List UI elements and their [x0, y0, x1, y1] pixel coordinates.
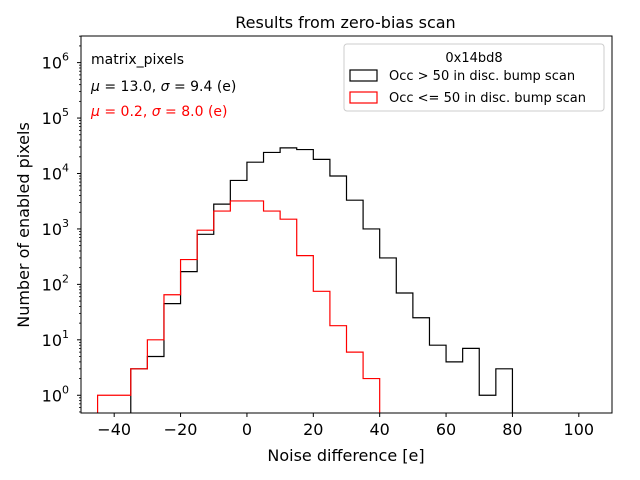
y-tick-exp: 3	[62, 217, 69, 230]
series-red	[96, 200, 381, 413]
series-black	[130, 147, 514, 413]
y-axis-label: Number of enabled pixels	[14, 122, 33, 328]
mu-value: = 13.0,	[100, 79, 161, 95]
sigma-symbol: σ	[152, 104, 162, 120]
y-tick-label: 100	[42, 383, 69, 405]
y-tick-base: 10	[42, 331, 62, 350]
y-tick-exp: 2	[62, 272, 69, 285]
y-tick-exp: 6	[62, 51, 69, 64]
stat-annotations: matrix_pixels μ = 13.0, σ = 9.4 (e) μ = …	[90, 52, 236, 120]
mu-symbol: μ	[90, 79, 100, 95]
y-tick-base: 10	[42, 275, 62, 294]
annotation-stats-red: μ = 0.2, σ = 8.0 (e)	[90, 104, 227, 120]
legend-label-red: Occ <= 50 in disc. bump scan	[389, 91, 586, 106]
legend-swatch-black	[349, 69, 378, 82]
annotation-dataset: matrix_pixels	[91, 52, 184, 68]
x-tick-label: 60	[436, 420, 456, 439]
legend: 0x14bd8 Occ > 50 in disc. bump scan Occ …	[343, 43, 605, 112]
x-tick-label: −20	[164, 420, 198, 439]
y-tick-exp: 4	[62, 161, 69, 174]
x-tick-label: 80	[502, 420, 522, 439]
series-line	[96, 200, 381, 413]
y-tick-label: 106	[42, 51, 69, 73]
y-tick-exp: 0	[62, 383, 69, 396]
x-tick-label: 20	[303, 420, 323, 439]
mu-symbol: μ	[90, 104, 100, 120]
series-layer	[96, 147, 514, 413]
y-tick-label: 102	[42, 272, 69, 294]
legend-label-black: Occ > 50 in disc. bump scan	[389, 69, 575, 84]
y-tick-exp: 1	[62, 328, 69, 341]
plot-frame	[80, 35, 613, 414]
y-tick-base: 10	[42, 386, 62, 405]
sigma-value: = 8.0 (e)	[161, 104, 228, 120]
y-tick-base: 10	[42, 220, 62, 239]
y-tick-label: 103	[42, 217, 69, 239]
sigma-symbol: σ	[161, 79, 171, 95]
mu-value: = 0.2,	[100, 104, 152, 120]
y-tick-exp: 5	[62, 106, 69, 119]
y-tick-base: 10	[42, 164, 62, 183]
y-tick-base: 10	[42, 54, 62, 73]
annotation-stats-black: μ = 13.0, σ = 9.4 (e)	[90, 79, 236, 95]
chart-title: Results from zero-bias scan	[235, 13, 455, 32]
x-tick-label: 100	[564, 420, 595, 439]
y-tick-base: 10	[42, 109, 62, 128]
annotation-dataset-text: matrix_pixels	[91, 52, 184, 68]
series-line	[130, 147, 514, 413]
legend-title: 0x14bd8	[445, 51, 502, 66]
y-tick-label: 104	[42, 161, 69, 183]
x-tick-label: 40	[370, 420, 390, 439]
sigma-value: = 9.4 (e)	[170, 79, 237, 95]
y-tick-label: 105	[42, 106, 69, 128]
legend-swatch-red	[349, 91, 378, 104]
y-tick-label: 101	[42, 328, 69, 350]
legend-box	[343, 43, 605, 112]
x-axis-label: Noise difference [e]	[267, 446, 424, 465]
x-tick-label: 0	[242, 420, 252, 439]
x-tick-label: −40	[97, 420, 131, 439]
